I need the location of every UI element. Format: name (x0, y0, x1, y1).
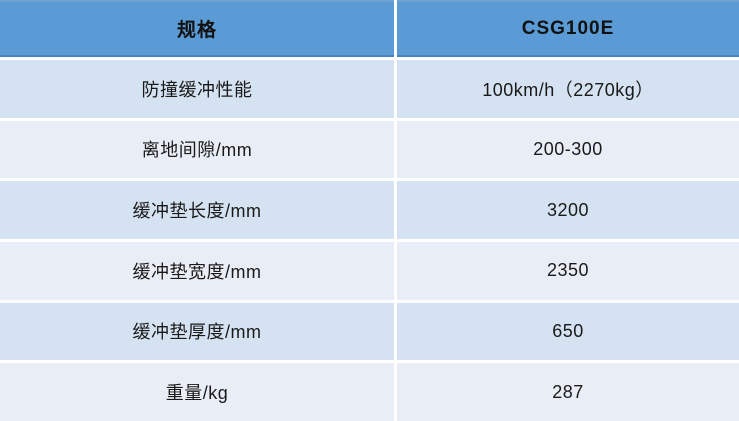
spec-label-cell: 缓冲垫宽度/mm (0, 242, 394, 300)
header-cell-model: CSG100E (397, 0, 739, 57)
spec-label-cell: 缓冲垫长度/mm (0, 181, 394, 239)
spec-value-cell: 3200 (397, 181, 739, 239)
spec-label-cell: 重量/kg (0, 363, 394, 421)
spec-value-cell: 200-300 (397, 120, 739, 179)
spec-value-cell: 2350 (397, 242, 739, 300)
spec-label-cell: 离地间隙/mm (0, 120, 394, 179)
spec-label-cell: 缓冲垫厚度/mm (0, 302, 394, 361)
spec-value-cell: 650 (397, 302, 739, 361)
spec-value-cell: 287 (397, 363, 739, 421)
spec-value-cell: 100km/h（2270kg） (397, 60, 739, 118)
spec-label-cell: 防撞缓冲性能 (0, 60, 394, 118)
header-cell-spec: 规格 (0, 0, 394, 57)
